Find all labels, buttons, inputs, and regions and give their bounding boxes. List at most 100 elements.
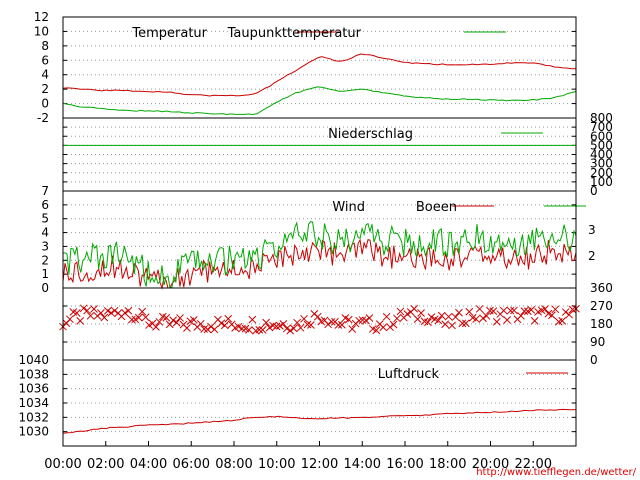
legend-label: Boeen [416,200,457,215]
scatter-point [313,312,322,321]
scatter-point [169,316,178,325]
right-tick-label: 2 [588,249,596,263]
y-tick-label: 10 [34,24,49,38]
scatter-point [155,318,164,326]
scatter-point [66,315,74,324]
scatter-point [100,313,109,322]
scatter-point [262,318,270,327]
scatter-point [482,312,491,320]
y-tick-label: 700 [590,120,613,134]
scatter-point [110,306,119,315]
scatter-point [424,318,432,327]
scatter-point [176,314,184,322]
scatter-point [296,323,305,332]
scatter-point [165,320,174,329]
x-tick-label: 08:00 [215,457,252,472]
y-tick-label: 1034 [18,396,49,410]
scatter-point [565,310,573,319]
scatter-point [386,323,394,332]
scatter-point [389,320,398,329]
y-tick-label: 4 [41,68,49,82]
scatter-point [365,314,374,322]
scatter-point [479,314,487,323]
y-tick-label: 90 [590,335,605,349]
scatter-point [83,306,91,315]
y-tick-label: 600 [590,129,613,143]
scatter-point [300,314,308,323]
y-tick-label: 8 [41,39,49,53]
scatter-point [327,317,336,326]
y-tick-label: 0 [41,97,49,111]
scatter-point [196,319,205,328]
legend-label: Wind [332,200,365,215]
scatter-point [434,316,443,325]
y-tick-label: 2 [41,82,49,96]
scatter-point [417,309,425,317]
y-tick-label: -2 [37,111,49,125]
y-tick-label: 180 [590,317,613,331]
y-tick-label: 6 [41,198,49,212]
scatter-point [396,307,405,316]
scatter-point [258,326,267,334]
scatter-point [141,313,150,322]
scatter-point [506,306,515,315]
y-tick-label: 1040 [18,353,49,367]
scatter-point [510,306,518,315]
x-tick-label: 16:00 [386,457,423,472]
scatter-point [224,314,233,323]
scatter-point [324,320,332,329]
legend-label: Luftdruck [378,367,440,382]
scatter-point [379,323,388,332]
scatter-point [255,325,264,334]
x-tick-label: 04:00 [130,457,167,472]
scatter-point [282,324,291,333]
scatter-point [103,307,112,315]
scatter-point [499,306,508,315]
scatter-point [437,311,446,320]
scatter-point [527,306,536,314]
y-tick-label: 1036 [18,382,49,396]
scatter-point [307,321,315,329]
scatter-point [128,315,136,324]
x-tick-label: 12:00 [301,457,338,472]
scatter-point [448,321,456,330]
x-tick-label: 00:00 [44,457,81,472]
scatter-point [530,316,539,325]
scatter-point [217,319,226,328]
scatter-point [248,315,257,324]
scatter-point [72,309,81,317]
panel-4: 0 90 180 270 360 [59,281,613,367]
scatter-point [403,310,412,318]
series-line [62,86,577,116]
scatter-point [492,317,501,326]
scatter-point [183,324,191,332]
y-tick-label: 0 [590,353,598,367]
scatter-point [338,320,346,329]
scatter-point [410,304,419,313]
series-line [62,238,577,290]
scatter-point [152,323,160,331]
scatter-point [548,311,556,320]
y-tick-label: 100 [590,175,613,189]
scatter-point [358,316,367,324]
scatter-point [238,324,246,333]
scatter-point [172,318,181,327]
scatter-point [189,316,198,324]
scatter-point [334,321,343,329]
x-tick-label: 18:00 [429,457,466,472]
scatter-point [107,309,116,317]
scatter-point [220,321,229,330]
y-tick-label: 6 [41,53,49,67]
y-tick-label: 300 [590,157,613,171]
y-tick-label: 400 [590,148,613,162]
scatter-point [293,318,301,327]
y-tick-label: 1038 [18,367,49,381]
x-tick-label: 10:00 [258,457,295,472]
y-tick-label: 1030 [18,425,49,439]
scatter-point [520,307,529,316]
series-line [62,408,577,434]
scatter-point [210,325,219,334]
